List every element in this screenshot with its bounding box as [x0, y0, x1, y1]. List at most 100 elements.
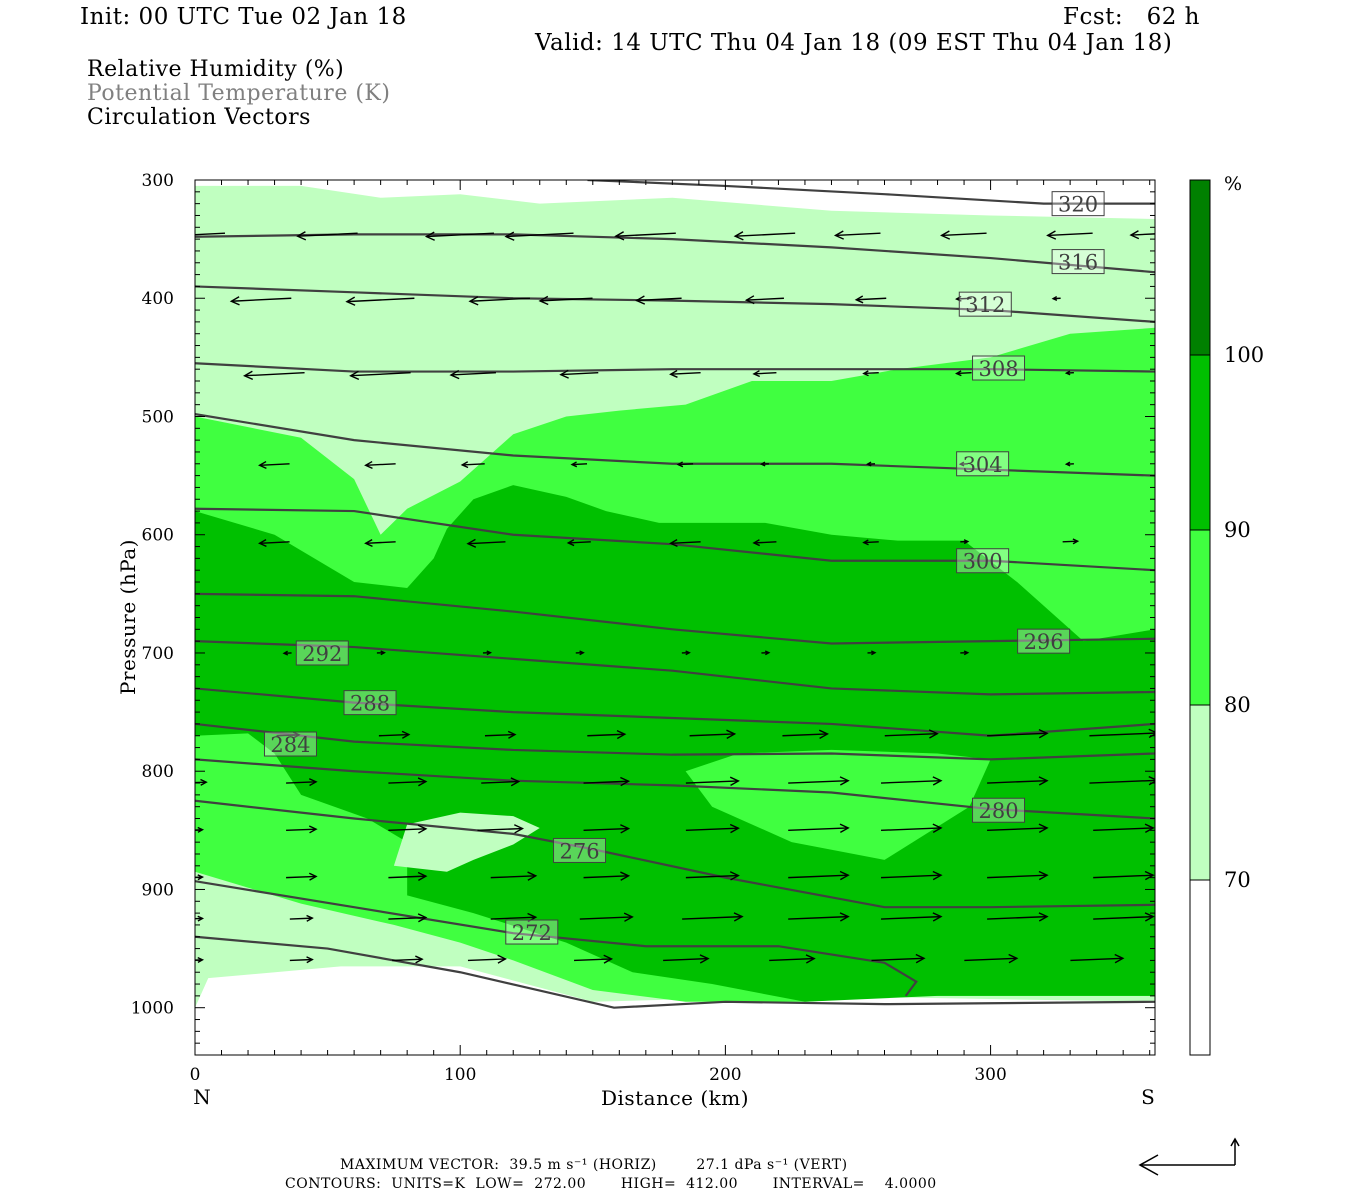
vector-head — [1051, 295, 1058, 301]
circulation-vector — [378, 733, 409, 737]
vector-head — [570, 461, 578, 468]
circulation-vector — [615, 232, 676, 237]
vector-head — [417, 777, 428, 787]
field-rh-label: Relative Humidity (%) — [87, 57, 345, 82]
axes-layer: 300 400 500 600 700 800 900 1000 0 100 200 300 N S Dis… — [116, 171, 1155, 1110]
x-tick-label: 0 — [190, 1065, 201, 1085]
contour-label-box — [972, 355, 1026, 381]
circulation-vector — [685, 827, 739, 832]
x-tick-label: 100 — [444, 1065, 476, 1085]
circulation-vector — [481, 780, 519, 784]
circulation-vector — [987, 779, 1048, 784]
circulation-vector — [1089, 732, 1155, 737]
theta-contour-292 — [195, 640, 1155, 696]
vector-head — [417, 824, 428, 834]
vector-head — [928, 729, 939, 739]
vector-head — [764, 650, 771, 656]
vector-head — [1038, 823, 1049, 833]
contour-label-box — [972, 797, 1026, 823]
contour-label-276: 276 — [559, 839, 599, 863]
y-tick-label: 800 — [142, 762, 174, 782]
circulation-vector — [685, 874, 739, 879]
x-axis-title: Distance (km) — [601, 1086, 749, 1110]
vector-head — [932, 823, 943, 833]
circulation-vector — [782, 733, 828, 737]
vector-head — [566, 539, 575, 547]
vector-head — [759, 461, 766, 467]
vector-head — [839, 912, 850, 922]
circulation-vector — [880, 779, 942, 784]
vector-head — [527, 871, 538, 881]
vector-head — [417, 913, 428, 923]
theta-contour-320 — [587, 180, 1155, 205]
vector-head — [401, 730, 411, 739]
circulation-vector — [987, 874, 1048, 879]
vector-head — [504, 231, 515, 241]
circulation-vector — [670, 541, 701, 545]
circulation-vector — [574, 958, 612, 962]
vector-head — [733, 231, 744, 241]
y-tick-label: 700 — [142, 644, 174, 664]
field-vectors-label: Circulation Vectors — [87, 105, 311, 130]
contour-label-296: 296 — [1024, 630, 1064, 654]
vector-head — [417, 871, 428, 881]
contour-label-box — [553, 837, 607, 863]
vector-head — [497, 954, 508, 964]
x-tick-label: 200 — [709, 1065, 741, 1085]
colorbar-segment — [1189, 704, 1211, 881]
vector-head — [308, 778, 318, 787]
vector-head — [424, 231, 435, 241]
vector-head — [932, 912, 943, 922]
circulation-vector — [746, 297, 784, 301]
circulation-vector — [365, 463, 396, 466]
circulation-vector — [583, 827, 629, 832]
contour-label-300: 300 — [963, 550, 1003, 574]
vector-head — [839, 870, 850, 881]
circulation-vector — [880, 874, 942, 879]
vector-head — [514, 824, 525, 834]
vector-head — [669, 538, 678, 548]
reference-vector — [1138, 1137, 1240, 1176]
vector-head — [510, 777, 521, 787]
theta-contour-284 — [195, 722, 1155, 761]
contour-label-box — [956, 548, 1010, 574]
circulation-vector — [1130, 233, 1155, 236]
circulation-vector — [289, 917, 313, 920]
contour-label-box — [505, 919, 559, 945]
circulation-vector — [1089, 779, 1155, 784]
circulation-vector — [568, 541, 591, 544]
circulation-vector — [231, 297, 292, 302]
vector-head — [635, 295, 646, 305]
theta-contour-312 — [195, 285, 1155, 323]
vector-head — [963, 650, 970, 656]
theta-contour-276 — [195, 799, 1155, 909]
vector-head — [623, 912, 634, 922]
circulation-vector — [863, 541, 879, 544]
vector-head — [744, 295, 755, 305]
circulation-vector — [505, 232, 574, 238]
circulation-vector — [195, 781, 207, 784]
circulation-vector — [490, 875, 536, 879]
circulation-vector — [1093, 915, 1154, 920]
contour-label-292: 292 — [302, 642, 342, 666]
contour-label-box — [263, 731, 317, 757]
vector-head — [229, 296, 240, 306]
circulation-vector — [450, 372, 496, 376]
y-tick-label: 1000 — [131, 999, 174, 1019]
contour-label-284: 284 — [270, 733, 310, 757]
valid-time: Valid: 14 UTC Thu 04 Jan 18 (09 EST Thu … — [535, 30, 1173, 56]
vector-head — [349, 370, 360, 381]
y-tick-label: 300 — [142, 171, 174, 191]
contour-label-312: 312 — [965, 293, 1005, 317]
contour-label-box — [956, 451, 1010, 477]
circulation-vector — [663, 957, 709, 962]
colorbar-segment — [1189, 179, 1211, 356]
circulation-vector — [884, 732, 938, 737]
circulation-vector — [583, 875, 629, 879]
colorbar-label: 100 — [1224, 343, 1264, 367]
circulation-vector — [880, 827, 942, 832]
vector-head — [669, 369, 678, 378]
circulation-vector — [388, 916, 426, 920]
vector-head — [415, 955, 424, 964]
circulation-vector — [388, 875, 426, 879]
